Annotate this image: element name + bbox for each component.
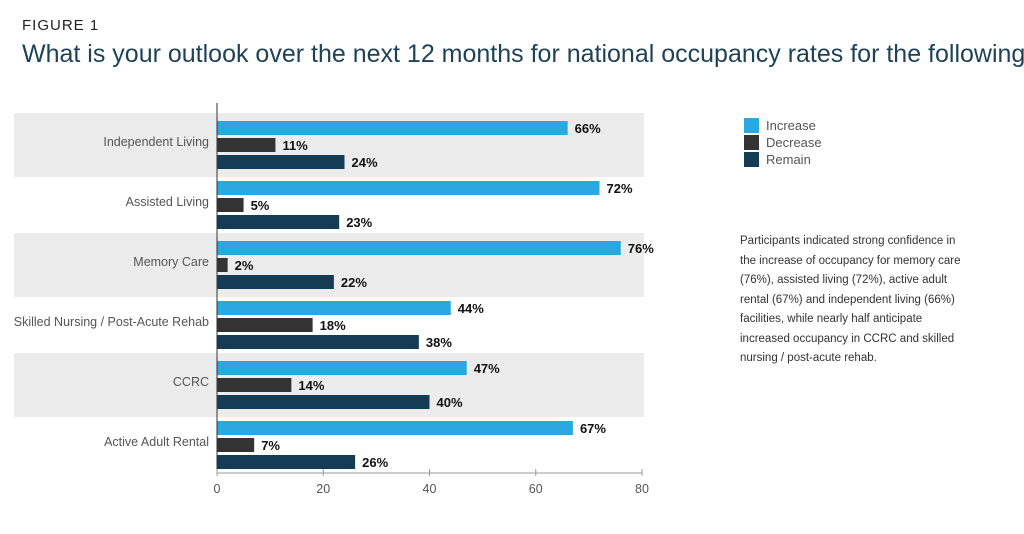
- legend-swatch: [744, 135, 759, 150]
- bar-remain: [217, 215, 340, 229]
- data-label: 40%: [437, 395, 463, 410]
- category-label: Independent Living: [103, 135, 209, 149]
- data-label: 14%: [298, 378, 324, 393]
- category-label: Assisted Living: [126, 195, 209, 209]
- legend-item-increase: Increase: [744, 117, 822, 134]
- data-label: 72%: [607, 181, 633, 196]
- legend: Increase Decrease Remain: [744, 117, 822, 168]
- data-label: 26%: [362, 455, 388, 470]
- category-label: CCRC: [173, 375, 209, 389]
- bar-increase: [217, 361, 467, 375]
- data-label: 18%: [320, 318, 346, 333]
- category-label: Memory Care: [133, 255, 209, 269]
- legend-swatch: [744, 118, 759, 133]
- bar-decrease: [217, 258, 228, 272]
- bar-decrease: [217, 378, 292, 392]
- bar-remain: [217, 275, 334, 289]
- x-tick-label: 20: [316, 482, 330, 496]
- data-label: 2%: [235, 258, 254, 273]
- bar-increase: [217, 181, 600, 195]
- bar-decrease: [217, 318, 313, 332]
- bar-increase: [217, 421, 573, 435]
- bar-decrease: [217, 138, 276, 152]
- data-label: 47%: [474, 361, 500, 376]
- data-label: 24%: [352, 155, 378, 170]
- bar-increase: [217, 301, 451, 315]
- data-label: 76%: [628, 241, 654, 256]
- legend-label: Increase: [766, 118, 816, 133]
- annotation-text: Participants indicated strong confidence…: [740, 235, 961, 364]
- bar-decrease: [217, 438, 255, 452]
- data-label: 5%: [251, 198, 270, 213]
- bar-remain: [217, 395, 430, 409]
- category-label: Skilled Nursing / Post-Acute Rehab: [14, 315, 209, 329]
- data-label: 7%: [261, 438, 280, 453]
- category-label: Active Adult Rental: [104, 435, 209, 449]
- bar-increase: [217, 121, 568, 135]
- chart-title: What is your outlook over the next 12 mo…: [22, 40, 1024, 68]
- data-label: 67%: [580, 421, 606, 436]
- bar-decrease: [217, 198, 244, 212]
- figure-label: FIGURE 1: [22, 17, 100, 34]
- bar-remain: [217, 455, 356, 469]
- data-label: 38%: [426, 335, 452, 350]
- legend-item-remain: Remain: [744, 151, 822, 168]
- bar-remain: [217, 335, 419, 349]
- bar-remain: [217, 155, 345, 169]
- x-tick-label: 40: [423, 482, 437, 496]
- legend-swatch: [744, 152, 759, 167]
- x-tick-label: 80: [635, 482, 649, 496]
- data-label: 44%: [458, 301, 484, 316]
- data-label: 66%: [575, 121, 601, 136]
- data-label: 23%: [346, 215, 372, 230]
- legend-item-decrease: Decrease: [744, 134, 822, 151]
- x-tick-label: 60: [529, 482, 543, 496]
- legend-label: Remain: [766, 152, 811, 167]
- legend-label: Decrease: [766, 135, 822, 150]
- data-label: 22%: [341, 275, 367, 290]
- x-tick-label: 0: [214, 482, 221, 496]
- bar-increase: [217, 241, 621, 255]
- data-label: 11%: [282, 138, 308, 153]
